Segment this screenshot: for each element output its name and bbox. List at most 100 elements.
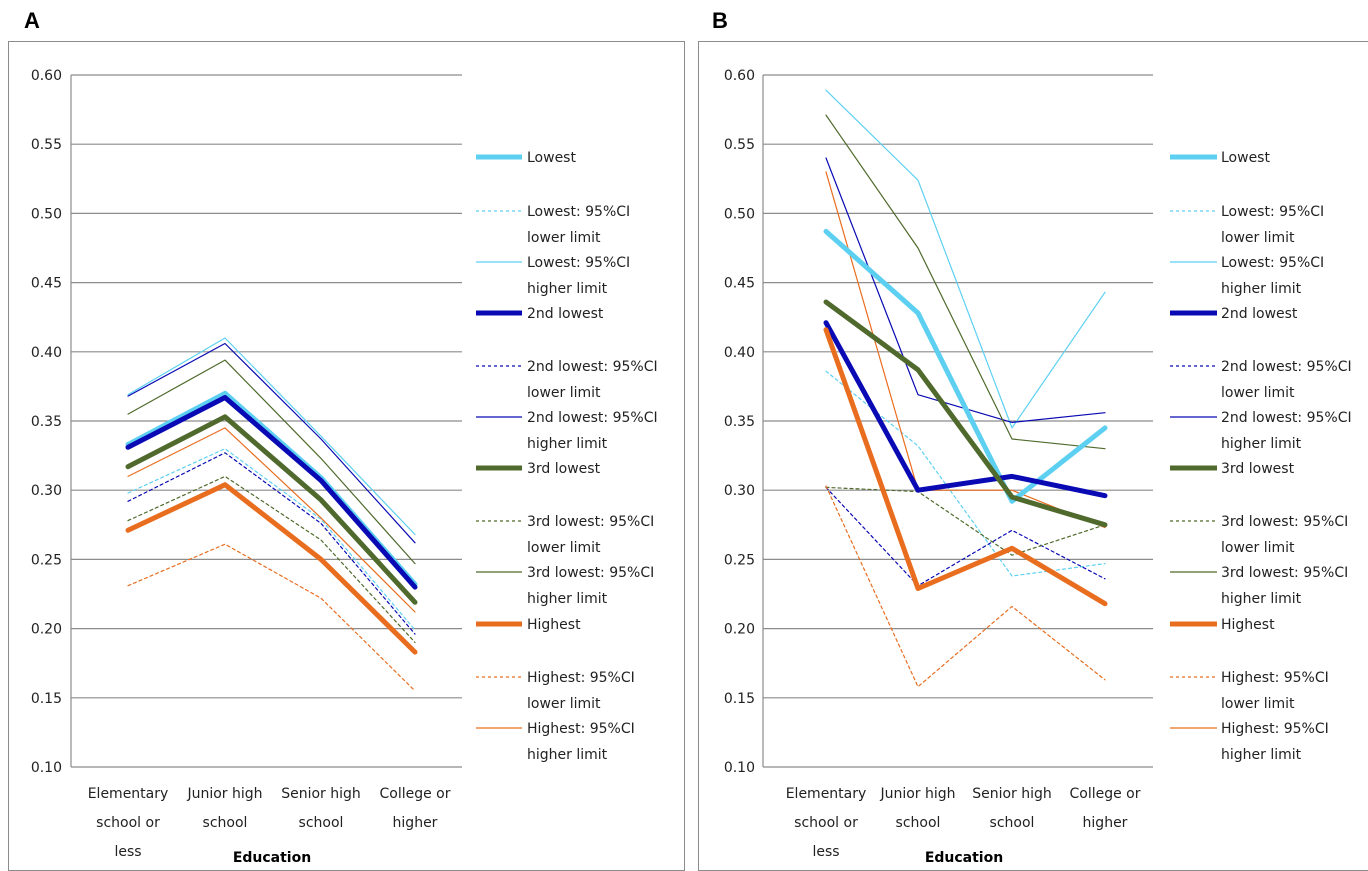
chart-b-x-tick-label: school xyxy=(896,815,941,831)
chart-b-legend-label: higher limit xyxy=(1221,747,1302,763)
chart-b-x-tick-label: College or xyxy=(1069,786,1140,802)
chart-a-x-tick-label: school xyxy=(299,815,344,831)
chart-a-x-tick-label: school or xyxy=(96,815,160,831)
chart-b-legend-label: higher limit xyxy=(1221,591,1302,607)
chart-a-legend-label: 3rd lowest xyxy=(527,461,601,477)
chart-a-legend-label: Highest: 95%CI xyxy=(527,721,635,737)
chart-b-legend-label: Lowest xyxy=(1221,150,1270,166)
chart-b-legend-label: lower limit xyxy=(1221,385,1295,401)
chart-b-series-lowest xyxy=(823,228,1108,504)
chart-b-x-axis-label: Education xyxy=(925,850,1003,866)
chart-a-legend-label: 3rd lowest: 95%CI xyxy=(527,565,654,581)
chart-a-x-tick-label: school xyxy=(203,815,248,831)
chart-a-series-2nd-lowest xyxy=(125,395,418,590)
chart-a-series-3rd-lowest-95-ci-lower-limit xyxy=(127,475,416,644)
chart-b-legend-label: Highest xyxy=(1221,617,1275,633)
chart-a-y-tick-label: 0.35 xyxy=(31,414,62,430)
chart-a-legend-label: lower limit xyxy=(527,696,601,712)
chart-b-x-tick-label: less xyxy=(812,844,839,860)
chart-b-series-2nd-lowest-95-ci-lower-limit xyxy=(825,486,1106,587)
chart-b-legend-label: Highest: 95%CI xyxy=(1221,721,1329,737)
chart-a-legend-label: higher limit xyxy=(527,281,608,297)
chart-a-legend-label: Highest xyxy=(527,617,581,633)
chart-b-series-3rd-lowest-95-ci-higher-limit xyxy=(825,114,1106,450)
chart-b-legend-label: Highest: 95%CI xyxy=(1221,670,1329,686)
chart-b-series-3rd-lowest xyxy=(823,299,1108,528)
chart-b-legend-label: higher limit xyxy=(1221,436,1302,452)
chart-a-legend-label: lower limit xyxy=(527,230,601,246)
chart-b-x-tick-label: Elementary xyxy=(786,786,867,802)
chart-b-y-tick-label: 0.15 xyxy=(724,691,755,707)
chart-a-y-tick-label: 0.10 xyxy=(31,760,62,776)
chart-b-legend-label: lower limit xyxy=(1221,696,1295,712)
chart-a-y-tick-label: 0.50 xyxy=(31,206,62,222)
chart-a-legend-label: Highest: 95%CI xyxy=(527,670,635,686)
chart-a-legend-label: Lowest xyxy=(527,150,576,166)
chart-a-legend-label: higher limit xyxy=(527,436,608,452)
chart-b-y-tick-label: 0.25 xyxy=(724,552,755,568)
chart-b-series-2nd-lowest-95-ci-higher-limit xyxy=(825,157,1106,423)
panel-label-a: A xyxy=(24,8,40,33)
chart-a-series-2nd-lowest-95-ci-higher-limit xyxy=(127,342,416,544)
chart-a-x-tick-label: less xyxy=(114,844,141,860)
chart-a-series-2nd-lowest-95-ci-lower-limit xyxy=(127,452,416,635)
chart-a-legend-label: 2nd lowest xyxy=(527,306,604,322)
chart-b-y-tick-label: 0.55 xyxy=(724,137,755,153)
chart-a-x-tick-label: Junior high xyxy=(186,786,262,802)
chart-a-x-tick-label: Elementary xyxy=(88,786,169,802)
chart-b-y-tick-label: 0.60 xyxy=(724,68,755,84)
chart-a-legend-label: higher limit xyxy=(527,747,608,763)
chart-b-legend-label: 3rd lowest: 95%CI xyxy=(1221,565,1348,581)
chart-b-x-tick-label: Junior high xyxy=(879,786,955,802)
chart-b-legend-label: lower limit xyxy=(1221,540,1295,556)
chart-b-x-tick-label: school xyxy=(990,815,1035,831)
chart-b-y-tick-label: 0.10 xyxy=(724,760,755,776)
chart-a-series-highest-95-ci-higher-limit xyxy=(127,427,416,613)
panel-label-b: B xyxy=(712,8,728,33)
chart-a-y-tick-label: 0.30 xyxy=(31,483,62,499)
chart-b-legend-label: 2nd lowest: 95%CI xyxy=(1221,410,1352,426)
chart-b-series-highest xyxy=(823,327,1108,607)
chart-b-series-lowest-95-ci-higher-limit xyxy=(825,89,1106,429)
chart-a-y-tick-label: 0.25 xyxy=(31,552,62,568)
chart-a-x-tick-label: Senior high xyxy=(281,786,361,802)
chart-b-y-tick-label: 0.35 xyxy=(724,414,755,430)
chart-a-x-axis-label: Education xyxy=(233,850,311,866)
chart-a-y-tick-label: 0.45 xyxy=(31,276,62,292)
chart-b-legend-label: higher limit xyxy=(1221,281,1302,297)
chart-a-y-tick-label: 0.40 xyxy=(31,345,62,361)
chart-a-y-tick-label: 0.15 xyxy=(31,691,62,707)
chart-a-legend-label: lower limit xyxy=(527,540,601,556)
chart-b-y-tick-label: 0.50 xyxy=(724,206,755,222)
chart-b-x-tick-label: school or xyxy=(794,815,858,831)
chart-b-series-lowest-95-ci-lower-limit xyxy=(825,370,1106,577)
chart-a-series-highest xyxy=(125,482,418,655)
chart-a-legend-label: 3rd lowest: 95%CI xyxy=(527,514,654,530)
chart-b-legend-label: 3rd lowest xyxy=(1221,461,1295,477)
chart-b-y-tick-label: 0.45 xyxy=(724,276,755,292)
chart-a-legend-label: higher limit xyxy=(527,591,608,607)
chart-b-x-tick-label: Senior high xyxy=(972,786,1052,802)
chart-b-y-tick-label: 0.40 xyxy=(724,345,755,361)
chart-b-y-tick-label: 0.30 xyxy=(724,483,755,499)
chart-a-series-3rd-lowest xyxy=(125,414,418,605)
chart-a-legend-label: Lowest: 95%CI xyxy=(527,255,630,271)
chart-b-legend-label: Lowest: 95%CI xyxy=(1221,255,1324,271)
chart-a-legend-label: Lowest: 95%CI xyxy=(527,204,630,220)
chart-b-legend-label: 2nd lowest: 95%CI xyxy=(1221,359,1352,375)
chart-b-legend-label: lower limit xyxy=(1221,230,1295,246)
chart-b-series-2nd-lowest xyxy=(823,320,1108,499)
chart-a-series-highest-95-ci-lower-limit xyxy=(127,543,416,692)
chart-a-legend-label: 2nd lowest: 95%CI xyxy=(527,410,658,426)
chart-b-y-tick-label: 0.20 xyxy=(724,622,755,638)
chart-a-series-3rd-lowest-95-ci-higher-limit xyxy=(127,359,416,565)
chart-a-x-tick-label: higher xyxy=(393,815,438,831)
chart-a-x-tick-label: College or xyxy=(379,786,450,802)
chart-b-legend-label: Lowest: 95%CI xyxy=(1221,204,1324,220)
chart-b-series-highest-95-ci-lower-limit xyxy=(825,485,1106,688)
chart-a-legend-label: lower limit xyxy=(527,385,601,401)
chart-a-y-tick-label: 0.55 xyxy=(31,137,62,153)
chart-a-legend-label: 2nd lowest: 95%CI xyxy=(527,359,658,375)
chart-a-series-lowest-95-ci-higher-limit xyxy=(127,337,416,536)
